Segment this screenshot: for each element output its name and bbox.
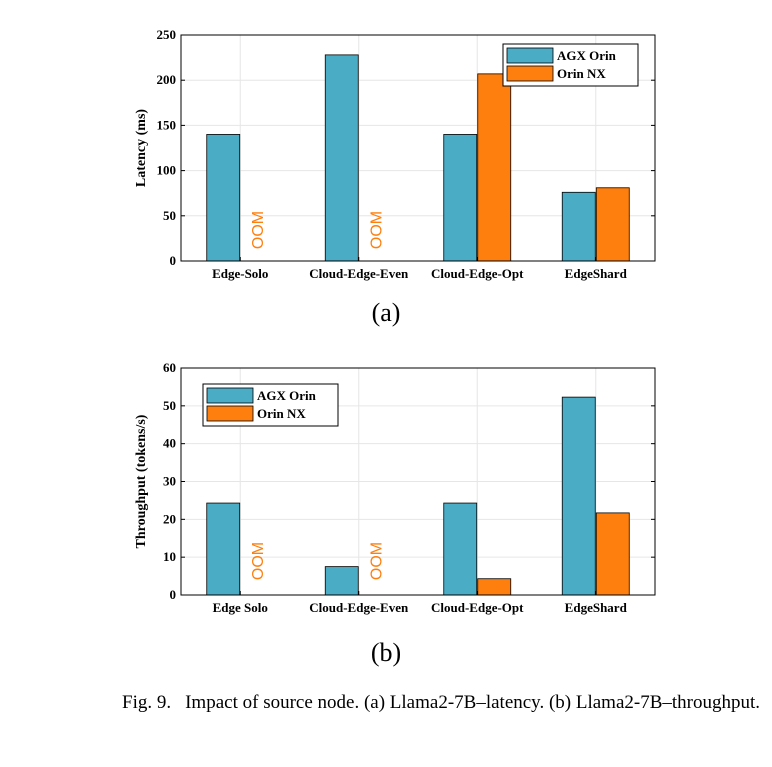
caption-figure-number: Fig. 9. [122,692,172,713]
bar-agx-orin [324,566,359,596]
figure-caption: Fig. 9. Impact of source node. (a) Llama2… [122,690,762,715]
y-tick-label: 10 [163,549,176,564]
bar-agx-orin [324,54,359,262]
x-tick-label: Edge-Solo [212,266,268,281]
y-tick-label: 50 [163,398,176,413]
y-tick-label: 100 [157,163,177,178]
y-tick-label: 20 [163,511,176,526]
y-axis-label: Latency (ms) [134,109,149,187]
y-tick-label: 60 [163,360,176,375]
bar-agx-orin [561,396,596,596]
legend-label: AGX Orin [557,48,617,63]
x-tick-label: Edge Solo [213,600,268,615]
bar-agx-orin [206,502,241,596]
oom-label: OOM [368,542,385,580]
y-tick-label: 30 [163,474,176,489]
y-tick-label: 50 [163,208,176,223]
legend-swatch [206,405,254,422]
bar-orin-nx [477,578,512,596]
x-tick-label: EdgeShard [565,266,628,281]
subfigure-label-a: (a) [371,298,401,327]
x-tick-label: EdgeShard [565,600,628,615]
subfigure-label-b: (b) [370,638,402,667]
bar-orin-nx [595,187,630,262]
x-tick-label: Cloud-Edge-Opt [431,266,524,281]
legend-label: Orin NX [557,66,606,81]
legend-swatch [506,65,554,82]
oom-label: OOM [368,211,385,249]
legend: AGX Orin Orin NX [202,383,339,427]
y-tick-label: 40 [163,436,176,451]
oom-label: OOM [250,211,267,249]
legend: AGX Orin Orin NX [502,43,639,87]
oom-label: OOM [250,542,267,580]
bar-agx-orin [561,191,596,262]
throughput-chart: OOM OOM 0 10 20 30 40 50 60 Edge Solo Cloud-Edge-E… [134,360,656,615]
bar-orin-nx [595,512,630,596]
y-tick-label: 150 [157,117,177,132]
y-tick-label: 0 [170,253,177,268]
y-axis-label: Throughput (tokens/s) [134,414,149,548]
caption-text: Impact of source node. (a) Llama2-7B–lat… [185,692,761,713]
latency-chart: OOM OOM 0 50 100 150 200 250 Edge-Solo Cloud-Edge… [134,27,656,281]
y-tick-label: 250 [157,27,177,42]
legend-swatch [506,47,554,64]
bar-agx-orin [206,134,241,262]
bar-agx-orin [443,502,478,596]
legend-label: Orin NX [257,406,306,421]
y-tick-label: 200 [157,72,177,87]
legend-label: AGX Orin [257,388,317,403]
x-tick-label: Cloud-Edge-Even [309,266,409,281]
x-tick-label: Cloud-Edge-Opt [431,600,524,615]
bar-agx-orin [443,134,478,262]
legend-swatch [206,387,254,404]
bar-orin-nx [477,73,512,262]
y-tick-label: 0 [170,587,177,602]
x-tick-label: Cloud-Edge-Even [309,600,409,615]
axes-frame [180,34,656,262]
